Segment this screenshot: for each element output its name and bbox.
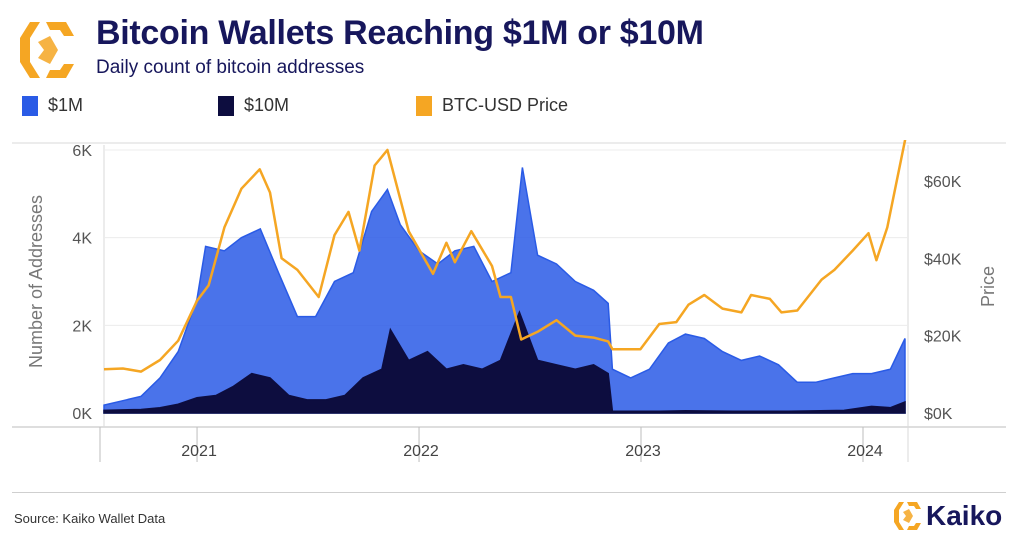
y-right-tick-label: $20K <box>924 329 962 346</box>
y-left-tick-label: 6K <box>72 143 92 160</box>
legend-swatch-1m <box>22 95 38 116</box>
legend-swatch-10m <box>218 95 234 116</box>
legend-swatch-btc-price <box>416 95 432 116</box>
chart-area: 0K 2K 4K 6K $0K $20K $40K $60K Number of Address… <box>12 140 1006 462</box>
brand-mark: Kaiko <box>890 500 1002 532</box>
y-left-tick-label: 2K <box>72 318 92 335</box>
series-10m <box>103 310 906 414</box>
y-right-axis-title: Price <box>978 266 998 307</box>
chart-title: Bitcoin Wallets Reaching $1M or $10M <box>96 14 704 52</box>
chart-legend: $1M $10M BTC-USD Price <box>0 95 1024 121</box>
footer-divider <box>12 492 1006 493</box>
legend-item-10m: $10M <box>218 95 289 116</box>
kaiko-brand-icon <box>894 502 921 530</box>
legend-label-10m: $10M <box>244 95 290 115</box>
legend-item-1m: $1M <box>22 95 83 116</box>
legend-label-1m: $1M <box>48 95 84 115</box>
x-tick-label: 2022 <box>403 443 439 460</box>
brand-name: Kaiko <box>926 500 1003 531</box>
legend-item-btc-price: BTC-USD Price <box>416 95 568 116</box>
series-btc-price <box>103 140 907 373</box>
x-tick-label: 2021 <box>181 443 217 460</box>
x-tick-label: 2023 <box>625 443 661 460</box>
source-note: Source: Kaiko Wallet Data <box>14 511 166 526</box>
y-right-tick-label: $60K <box>924 174 962 191</box>
x-tick-label: 2024 <box>847 443 883 460</box>
y-right-tick-label: $40K <box>924 251 962 268</box>
y-left-axis-title: Number of Addresses <box>26 195 46 368</box>
y-left-tick-label: 0K <box>72 406 92 423</box>
kaiko-logo-icon <box>20 22 74 78</box>
legend-label-btc-price: BTC-USD Price <box>442 95 569 115</box>
y-right-tick-label: $0K <box>924 406 953 423</box>
y-left-tick-label: 4K <box>72 231 92 248</box>
chart-subtitle: Daily count of bitcoin addresses <box>96 57 365 78</box>
series-1m <box>103 167 906 414</box>
